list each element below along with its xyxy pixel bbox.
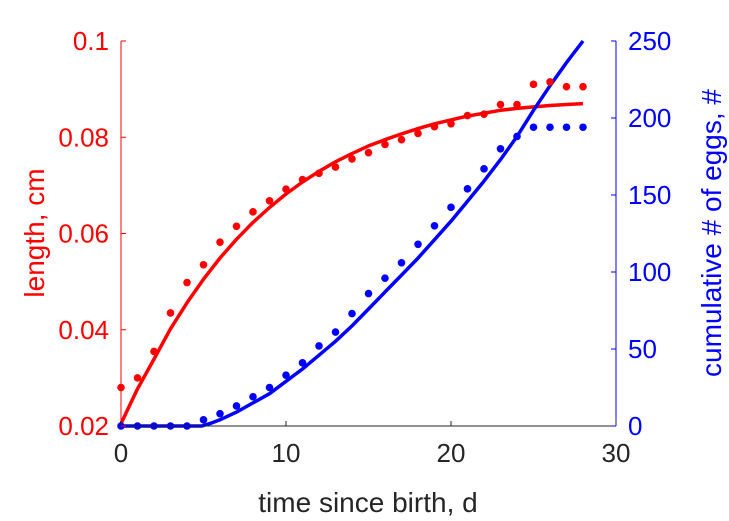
- eggs-data-point: [579, 123, 587, 132]
- eggs-data-point: [364, 289, 373, 298]
- eggs-data-point: [463, 185, 472, 193]
- length-data-point: [430, 122, 439, 131]
- eggs-data-point: [199, 416, 208, 424]
- length-data-point: [150, 347, 158, 356]
- length-data-point: [447, 119, 455, 128]
- eggs-data-point: [414, 240, 422, 249]
- length-data-point: [216, 238, 224, 246]
- length-data-point: [249, 208, 257, 216]
- eggs-data-point: [513, 132, 521, 141]
- length-data-point: [282, 185, 290, 194]
- y-axis-left-label: length, cm: [19, 168, 50, 297]
- length-data-point: [546, 78, 554, 86]
- y-right-tick-label: 250: [628, 26, 671, 56]
- length-data-point: [381, 140, 389, 149]
- length-data-point: [232, 222, 241, 231]
- length-data-point: [199, 260, 208, 269]
- y-left-tick-label: 0.1: [73, 26, 109, 56]
- eggs-data-point: [381, 274, 389, 282]
- eggs-data-point: [265, 383, 274, 392]
- length-data-point: [480, 110, 488, 118]
- length-data-point: [529, 80, 538, 89]
- eggs-data-point: [331, 328, 340, 336]
- length-data-point: [562, 82, 571, 91]
- eggs-data-point: [397, 258, 406, 267]
- length-data-point: [414, 129, 422, 138]
- x-axis-label: time since birth, d: [258, 487, 477, 518]
- eggs-data-point: [430, 222, 439, 230]
- y-right-tick-label: 50: [628, 334, 657, 364]
- y-right-tick-label: 150: [628, 180, 671, 210]
- y-right-tick-label: 0: [628, 411, 642, 441]
- eggs-data-point: [447, 203, 455, 212]
- x-tick-label: 10: [272, 438, 301, 468]
- x-tick-label: 0: [114, 438, 128, 468]
- eggs-data-point: [529, 123, 538, 132]
- eggs-data-point: [216, 409, 224, 418]
- eggs-fit-line: [121, 39, 585, 428]
- length-fit-line: [119, 101, 584, 425]
- eggs-data-point: [496, 145, 505, 153]
- eggs-data-point: [249, 392, 257, 401]
- length-data-point: [463, 111, 472, 120]
- plot-area: [117, 39, 587, 430]
- length-data-point: [265, 196, 274, 205]
- length-data-point: [496, 100, 505, 109]
- eggs-data-point: [282, 371, 290, 379]
- eggs-data-point: [298, 359, 307, 367]
- length-data-point: [183, 278, 191, 287]
- y-right-tick-label: 200: [628, 103, 671, 133]
- x-tick-label: 20: [437, 438, 466, 468]
- length-data-point: [364, 148, 373, 157]
- length-data-point: [348, 155, 356, 163]
- y-left-tick-label: 0.02: [58, 411, 109, 441]
- eggs-data-point: [232, 402, 241, 410]
- y-left-tick-label: 0.08: [58, 122, 109, 152]
- y-right-tick-label: 100: [628, 257, 671, 287]
- length-data-point: [579, 82, 587, 91]
- length-data-point: [166, 309, 175, 317]
- length-data-point: [315, 169, 323, 178]
- length-data-point: [513, 100, 521, 109]
- length-data-point: [298, 175, 307, 184]
- eggs-data-point: [546, 123, 554, 132]
- x-tick-label: 30: [602, 438, 631, 468]
- eggs-data-point: [315, 342, 323, 350]
- y-left-tick-label: 0.04: [58, 315, 109, 345]
- y-left-tick-label: 0.06: [58, 219, 109, 249]
- eggs-data-point: [348, 309, 356, 318]
- y-axis-right-label: cumulative # of eggs, #: [696, 89, 727, 377]
- eggs-data-point: [562, 123, 571, 132]
- axes: 0 10 20 30 0.02 0.04 0.06 0.08 0.1 0 50 100 150 200 25…: [58, 26, 671, 468]
- length-data-point: [397, 135, 406, 144]
- eggs-data-point: [480, 165, 488, 173]
- length-data-point: [331, 163, 340, 171]
- length-data-point: [133, 374, 142, 382]
